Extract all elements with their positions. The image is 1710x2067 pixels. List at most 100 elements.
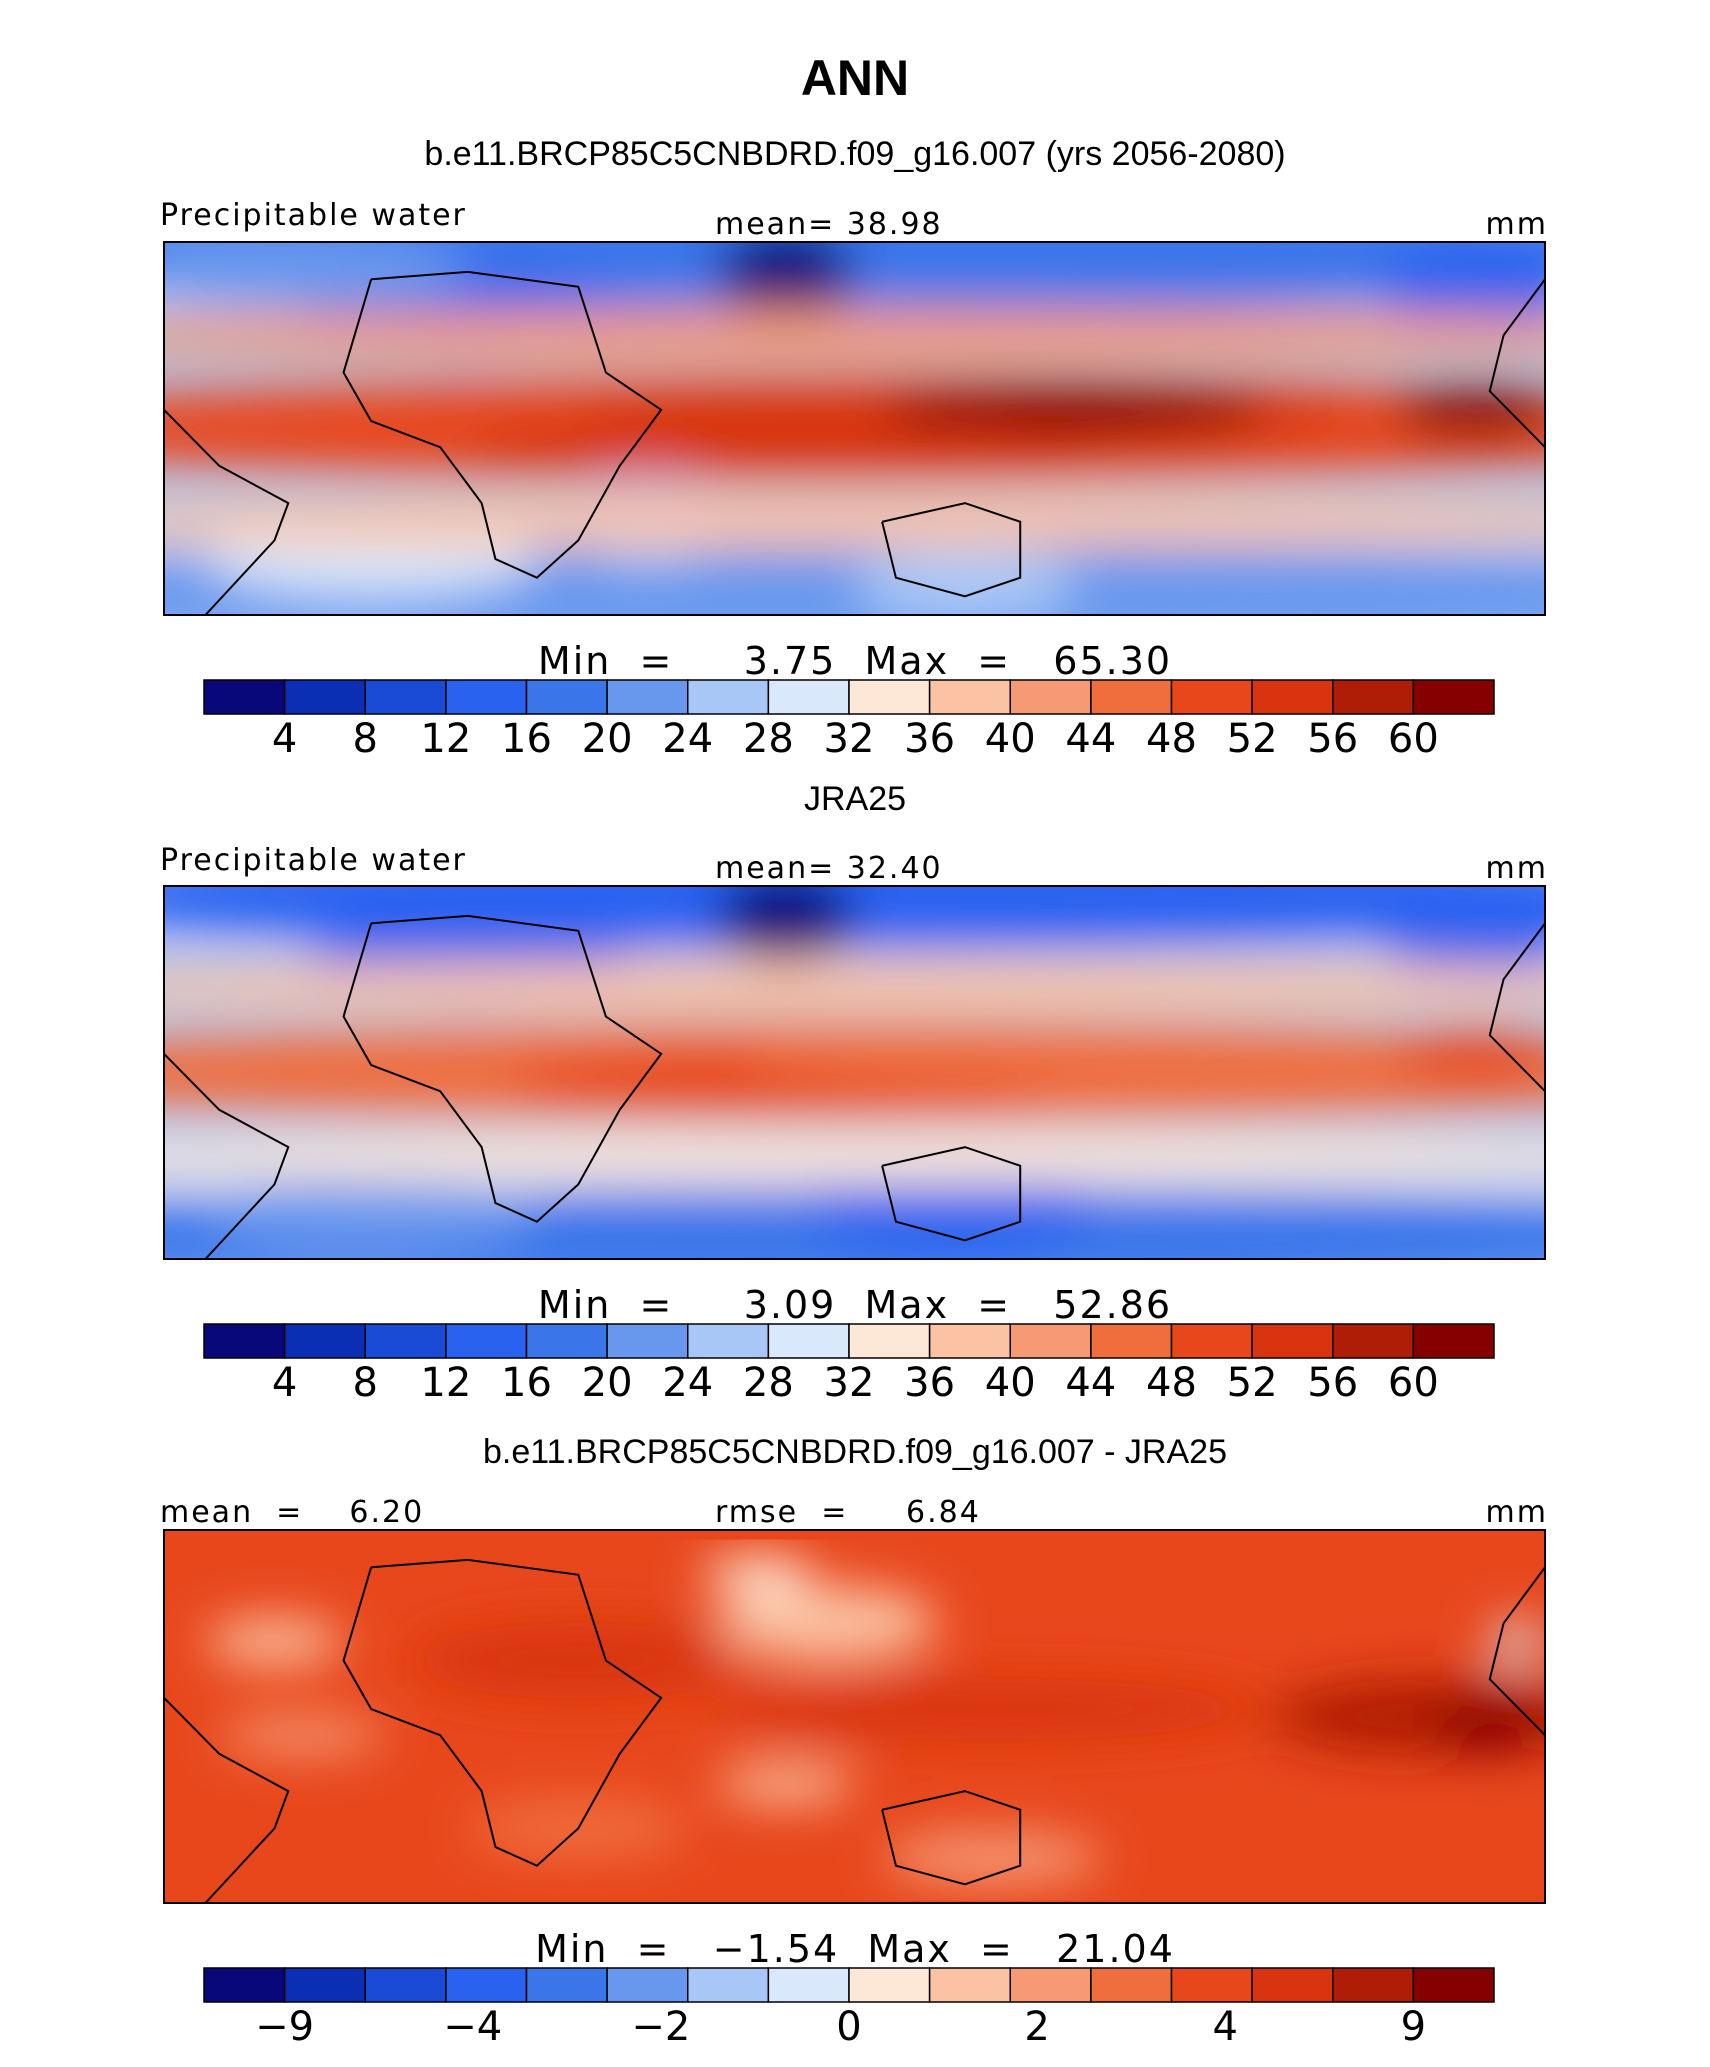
colorbar-tick-label: 36 xyxy=(904,1360,955,1406)
colorbar-swatch xyxy=(203,1967,286,2003)
panel-observation-colorbar: 4 8 12 16 20 24 28 32 36 40 44 48 52 56 60 xyxy=(203,1323,1495,1406)
panel-observation-map-frame xyxy=(163,885,1546,1260)
colorbar-swatch xyxy=(283,1967,366,2003)
colorbar-swatch xyxy=(525,1323,608,1359)
coastline xyxy=(1488,278,1545,448)
colorbar-swatch xyxy=(1170,1323,1253,1359)
panel-difference-rmse-label: rmse = 6.84 xyxy=(715,1495,981,1530)
colorbar-tick-label: 4 xyxy=(272,1360,297,1406)
map-field-region xyxy=(1434,1701,1545,1754)
coastlines xyxy=(164,914,1545,1259)
colorbar-swatch xyxy=(1251,679,1334,715)
colorbar-tick-label: 28 xyxy=(743,716,794,762)
map-field-region xyxy=(219,1716,385,1754)
colorbar-tick-label: 40 xyxy=(985,716,1036,762)
colorbar-swatch xyxy=(364,1967,447,2003)
panel-difference-colorbar: −9 −4 −2 0 2 4 9 xyxy=(203,1967,1495,2050)
map-field-region xyxy=(205,1619,344,1665)
coastline xyxy=(164,409,290,615)
map-field xyxy=(164,886,1545,1259)
colorbar-swatch xyxy=(848,1323,931,1359)
panel-difference-units-label: mm xyxy=(1486,1495,1548,1530)
map-field-region xyxy=(164,495,1545,548)
colorbar-swatch xyxy=(364,1323,447,1359)
map-field-region xyxy=(398,421,1090,474)
colorbar-swatch xyxy=(283,1323,366,1359)
colorbar-swatch xyxy=(1090,679,1173,715)
map-field-region xyxy=(164,960,1545,1013)
colorbar-swatch xyxy=(1251,1323,1334,1359)
colorbar-swatch xyxy=(1090,1323,1173,1359)
colorbar-tick-label: 4 xyxy=(272,716,297,762)
colorbar-tick-label: −4 xyxy=(443,2004,502,2050)
panel-observation-map xyxy=(164,886,1545,1259)
map-field-region xyxy=(1379,242,1545,332)
colorbar-swatch xyxy=(1412,1967,1495,2003)
map-field-region xyxy=(882,1832,1104,1885)
colorbar-swatch xyxy=(687,1323,770,1359)
colorbar-swatch xyxy=(283,679,366,715)
colorbar-swatch xyxy=(928,1323,1011,1359)
map-field-region xyxy=(1393,1027,1545,1080)
colorbar-swatch xyxy=(848,1967,931,2003)
panel-model-variable-label: Precipitable water xyxy=(160,198,467,233)
colorbar-tick-label: 9 xyxy=(1401,2004,1426,2050)
colorbar-tick-label: 52 xyxy=(1227,1360,1278,1406)
coastline xyxy=(1488,1566,1545,1736)
map-field-region xyxy=(716,1764,855,1803)
colorbar-swatch xyxy=(1332,679,1415,715)
map-field-region xyxy=(205,1176,537,1252)
panel-model-map-frame xyxy=(163,241,1546,616)
panel-difference-title: b.e11.BRCP85C5CNBDRD.f09_g16.007 - JRA25 xyxy=(483,1433,1227,1471)
colorbar-tick-label: 20 xyxy=(582,716,633,762)
colorbar-tick-label: 32 xyxy=(824,1360,875,1406)
coastline xyxy=(342,270,663,579)
colorbar-swatch xyxy=(767,1967,850,2003)
map-field-region xyxy=(716,242,855,317)
colorbar-tick-label: 16 xyxy=(501,716,552,762)
panel-observation-units-label: mm xyxy=(1486,851,1548,886)
colorbar-swatch xyxy=(445,1323,528,1359)
colorbar-swatch xyxy=(1009,1967,1092,2003)
colorbar-tick-label: 52 xyxy=(1227,716,1278,762)
map-field-region xyxy=(1393,383,1545,436)
coastline xyxy=(164,1053,290,1259)
colorbar-tick-label: 48 xyxy=(1146,1360,1197,1406)
map-field-region xyxy=(702,1556,814,1594)
panel-model-title: b.e11.BRCP85C5CNBDRD.f09_g16.007 (yrs 20… xyxy=(424,135,1285,173)
colorbar-tick-label: 60 xyxy=(1388,716,1439,762)
colorbar-swatch xyxy=(767,1323,850,1359)
colorbar-tick-label: 24 xyxy=(662,716,713,762)
panel-model-mean-label: mean= 38.98 xyxy=(715,207,943,242)
panel-difference-map xyxy=(164,1530,1545,1903)
colorbar-tick-label: 36 xyxy=(904,716,955,762)
colorbar-swatch xyxy=(928,679,1011,715)
colorbar-tick-label: 32 xyxy=(824,716,875,762)
coastline xyxy=(881,502,1022,598)
colorbar-tick-label: 44 xyxy=(1065,716,1116,762)
colorbar-tick-label: −2 xyxy=(631,2004,690,2050)
colorbar-tick-label: 4 xyxy=(1213,2004,1238,2050)
panel-observation-mean-label: mean= 32.40 xyxy=(715,851,943,886)
panel-model-colorbar: 4 8 12 16 20 24 28 32 36 40 44 48 52 56 60 xyxy=(203,679,1495,762)
colorbar-swatch xyxy=(1170,679,1253,715)
colorbar-swatch xyxy=(606,679,689,715)
map-field-region xyxy=(164,309,1545,362)
colorbar-tick-label: 12 xyxy=(420,716,471,762)
map-field-region xyxy=(716,886,855,961)
colorbar-tick-label: 0 xyxy=(836,2004,861,2050)
map-field-region xyxy=(744,1031,1297,1084)
panel-observation-variable-label: Precipitable water xyxy=(160,843,467,878)
colorbar-swatch xyxy=(1090,1967,1173,2003)
colorbar-swatch xyxy=(848,679,931,715)
coastline xyxy=(881,1790,1022,1886)
colorbar-swatch xyxy=(606,1323,689,1359)
page-title: ANN xyxy=(801,50,909,106)
panel-observation: JRA25 Precipitable water mean= 32.40 mm … xyxy=(160,780,1548,1406)
colorbar-swatch xyxy=(203,1323,286,1359)
colorbar-tick-label: 16 xyxy=(501,1360,552,1406)
panel-model-minmax: Min = 3.75 Max = 65.30 xyxy=(538,639,1172,683)
colorbar-tick-label: 8 xyxy=(353,1360,378,1406)
map-field-region xyxy=(716,1585,938,1661)
colorbar-tick-label: 56 xyxy=(1307,1360,1358,1406)
